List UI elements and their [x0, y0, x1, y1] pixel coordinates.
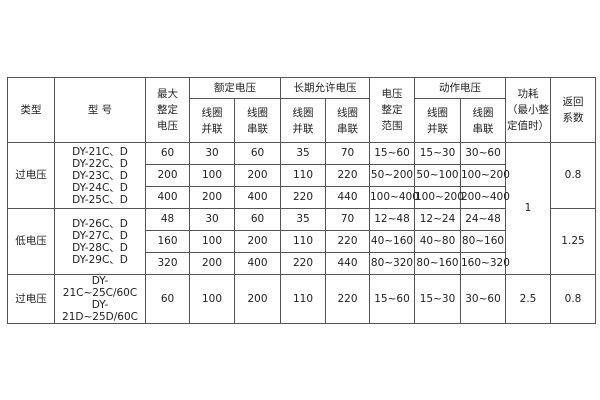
- model-cell: DY-26C、D DY-27C、D DY-28C、D DY-29C、D: [54, 208, 146, 275]
- value-cell: 100: [189, 164, 235, 187]
- value-cell: 35: [280, 142, 326, 165]
- value-cell: 110: [280, 164, 326, 187]
- value-cell: 320: [145, 252, 190, 275]
- type-cell: 低电压: [7, 208, 55, 275]
- header-power: 功耗 （最小整 定值时）: [505, 77, 551, 143]
- table-row: 低电压 DY-26C、D DY-27C、D DY-28C、D DY-29C、D 48…: [7, 208, 596, 275]
- value-cell: 220: [325, 230, 370, 253]
- table-row: 400 200 400 220 440 100~400 100~200 200~400: [8, 186, 596, 209]
- value-cell: 12~48: [369, 208, 415, 231]
- return-coef-cell: 1.25: [550, 208, 596, 275]
- header-coil-series: 线圈 串联: [234, 98, 281, 143]
- power-cell: 1: [505, 142, 551, 275]
- value-cell: 200: [234, 274, 281, 324]
- value-cell: 400: [145, 186, 190, 209]
- value-cell: 220: [325, 164, 370, 187]
- value-cell: 50~200: [369, 164, 415, 187]
- header-rated-voltage: 额定电压: [189, 77, 281, 99]
- value-cell: 30: [189, 142, 235, 165]
- value-cell: 70: [325, 142, 370, 165]
- value-cell: 200~400: [460, 186, 510, 209]
- header-coil-parallel: 线圈 并联: [280, 98, 326, 143]
- value-cell: 40~160: [369, 230, 415, 253]
- value-cell: 35: [280, 208, 326, 231]
- value-cell: 200: [234, 230, 281, 253]
- header-coil-parallel: 线圈 并联: [414, 98, 461, 143]
- model-cell: DY-21C、D DY-22C、D DY-23C、D DY-24C、D DY-2…: [54, 142, 146, 209]
- header-coil-parallel: 线圈 并联: [189, 98, 235, 143]
- value-cell: 220: [280, 186, 326, 209]
- value-cell: 60: [145, 274, 190, 324]
- value-cell: 80~160: [460, 230, 506, 253]
- value-cell: 200: [189, 252, 235, 275]
- value-cell: 50~100: [414, 164, 461, 187]
- value-cell: 110: [280, 274, 326, 324]
- value-cell: 12~24: [414, 208, 461, 231]
- header-coil-series: 线圈 串联: [325, 98, 370, 143]
- value-cell: 15~60: [369, 274, 415, 324]
- value-cell: 70: [325, 208, 370, 231]
- power-cell: 2.5: [505, 274, 551, 324]
- header-action-voltage: 动作电压: [414, 77, 506, 99]
- value-cell: 15~30: [414, 274, 461, 324]
- value-cell: 30~60: [460, 142, 506, 165]
- header-return-coef: 返回 系数: [550, 77, 596, 143]
- value-cell: 200: [234, 164, 281, 187]
- value-cell: 15~30: [414, 142, 461, 165]
- value-cell: 60: [145, 142, 190, 165]
- value-cell: 160: [145, 230, 190, 253]
- value-cell: 48: [145, 208, 190, 231]
- table-row: 过电压 DY-21C、D DY-22C、D DY-23C、D DY-24C、D D…: [7, 142, 596, 275]
- header-long-term-voltage: 长期允许电压: [280, 77, 370, 99]
- value-cell: 440: [325, 252, 370, 275]
- value-cell: 60: [234, 142, 281, 165]
- value-cell: 440: [325, 186, 370, 209]
- value-cell: 200: [189, 186, 235, 209]
- value-cell: 400: [234, 186, 281, 209]
- header-type: 类型: [7, 77, 55, 143]
- value-cell: 100~200: [460, 164, 510, 187]
- table-row: 160 100 200 110 220 40~160 40~80 80~160: [8, 230, 596, 253]
- value-cell: 80~160: [414, 252, 461, 275]
- header-max-setting: 最大 整定 电压: [145, 77, 190, 143]
- header-model: 型 号: [54, 77, 146, 143]
- value-cell: 15~60: [369, 142, 415, 165]
- value-cell: 30: [189, 208, 235, 231]
- header-voltage-range: 电压 整定 范围: [369, 77, 415, 143]
- value-cell: 100: [189, 274, 235, 324]
- type-cell: 过电压: [7, 142, 55, 209]
- value-cell: 60: [234, 208, 281, 231]
- value-cell: 100: [189, 230, 235, 253]
- value-cell: 100~200: [414, 186, 464, 209]
- value-cell: 100~400: [369, 186, 419, 209]
- value-cell: 220: [280, 252, 326, 275]
- model-cell: DY-21C~25C/60C DY-21D~25D/60C: [54, 274, 146, 324]
- value-cell: 200: [145, 164, 190, 187]
- relay-spec-table: 类型 型 号 最大 整定 电压 额定电压 长期允许电压 电压 整定 范围 动作电…: [7, 77, 596, 324]
- value-cell: 110: [280, 230, 326, 253]
- value-cell: 220: [325, 274, 370, 324]
- return-coef-cell: 0.8: [550, 274, 596, 324]
- type-cell: 过电压: [7, 274, 55, 324]
- value-cell: 400: [234, 252, 281, 275]
- value-cell: 160~320: [460, 252, 510, 275]
- return-coef-cell: 0.8: [550, 142, 596, 209]
- table-row: 过电压 DY-21C~25C/60C DY-21D~25D/60C 60 100 200…: [7, 274, 596, 324]
- header-coil-series: 线圈 串联: [460, 98, 506, 143]
- value-cell: 40~80: [414, 230, 461, 253]
- table-row: 200 100 200 110 220 50~200 50~100 100~200: [8, 164, 596, 187]
- value-cell: 24~48: [460, 208, 506, 231]
- value-cell: 80~320: [369, 252, 415, 275]
- value-cell: 30~60: [460, 274, 506, 324]
